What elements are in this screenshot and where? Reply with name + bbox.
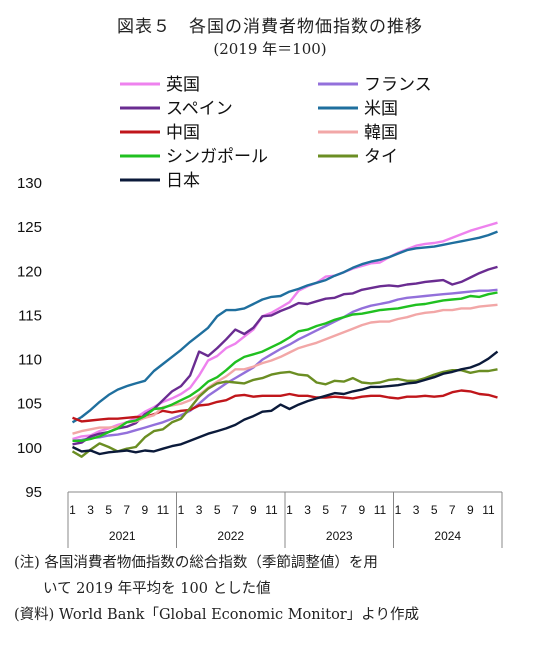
x-tick-label: 9	[467, 503, 474, 517]
x-tick-label: 1	[286, 503, 293, 517]
x-tick-label: 3	[413, 503, 420, 517]
x-year-label: 2024	[434, 529, 461, 543]
series-line-韓国	[72, 303, 498, 435]
x-tick-label: 9	[142, 503, 149, 517]
x-tick-label: 11	[265, 503, 278, 517]
legend-label: スペイン	[166, 99, 233, 119]
y-tick-label: 125	[17, 219, 42, 236]
legend-label: シンガポール	[166, 147, 268, 167]
x-year-label: 2023	[326, 529, 353, 543]
legend-label: 米国	[364, 99, 398, 119]
series-line-米国	[71, 230, 498, 424]
x-tick-label: 7	[340, 503, 347, 517]
series-line-英国	[72, 221, 498, 441]
x-tick-label: 11	[157, 503, 170, 517]
series-line-シンガポール	[72, 291, 498, 442]
legend-label: 韓国	[364, 123, 398, 143]
series-line-フランス	[72, 288, 498, 442]
legend-label: タイ	[364, 147, 398, 167]
legend-label: 日本	[166, 171, 200, 191]
note-line-2: いて 2019 年平均を 100 とした値	[14, 581, 271, 597]
y-tick-label: 100	[17, 440, 42, 457]
y-tick-label: 120	[17, 263, 42, 280]
series-lines	[71, 221, 499, 458]
series-line-日本	[71, 350, 499, 456]
x-tick-label: 3	[87, 503, 94, 517]
series-line-タイ	[71, 368, 498, 458]
y-tick-label: 95	[25, 484, 42, 501]
x-tick-label: 3	[196, 503, 203, 517]
x-tick-label: 11	[482, 503, 495, 517]
x-tick-label: 7	[449, 503, 456, 517]
x-tick-label: 9	[250, 503, 257, 517]
chart-title: 図表５ 各国の消費者物価指数の推移	[117, 17, 423, 37]
x-tick-label: 5	[105, 503, 112, 517]
y-tick-label: 130	[17, 175, 42, 192]
x-tick-label: 5	[214, 503, 221, 517]
x-tick-label: 3	[304, 503, 311, 517]
x-tick-label: 5	[322, 503, 329, 517]
y-tick-label: 105	[17, 396, 42, 413]
x-tick-label: 11	[374, 503, 387, 517]
legend-label: 中国	[166, 123, 200, 143]
note-line-1: (注) 各国消費者物価指数の総合指数（季節調整値）を用	[14, 555, 378, 571]
x-tick-label: 5	[431, 503, 438, 517]
x-tick-label: 7	[123, 503, 130, 517]
x-tick-label: 1	[69, 503, 76, 517]
x-tick-label: 9	[359, 503, 366, 517]
y-tick-label: 115	[18, 307, 42, 324]
x-tick-label: 7	[232, 503, 239, 517]
x-tick-label: 1	[178, 503, 185, 517]
x-year-label: 2021	[109, 529, 136, 543]
chart-subtitle: (2019 年＝100)	[213, 40, 327, 58]
legend-label: フランス	[364, 75, 432, 95]
y-axis: 95 100 105 110 115 120 125 130	[17, 175, 42, 501]
x-year-label: 2022	[217, 529, 244, 543]
source-line: (資料) World Bank「Global Economic Monitor」…	[14, 607, 419, 623]
y-tick-label: 110	[18, 352, 42, 369]
x-tick-label: 1	[395, 503, 402, 517]
legend-label: 英国	[166, 75, 200, 95]
